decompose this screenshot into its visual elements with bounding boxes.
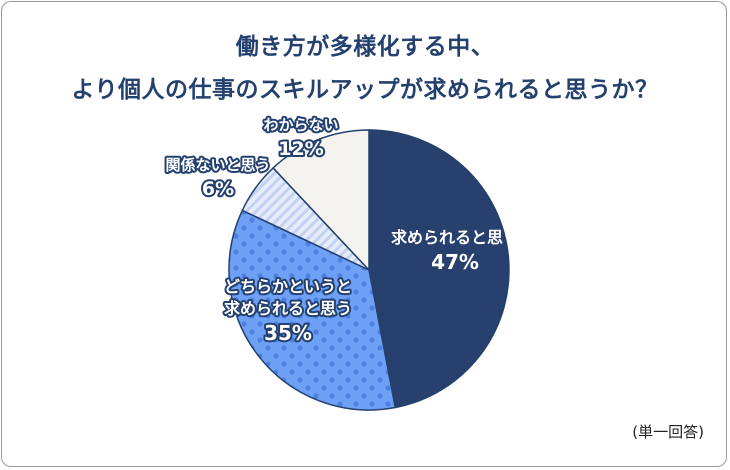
slice-wakaranai-value-label: 12% <box>278 138 323 160</box>
chart-title-line2: より個人の仕事のスキルアップが求められると思うか？ <box>71 77 659 103</box>
slice-dochiraka-label: どちらかというと <box>224 277 352 296</box>
slice-dochiraka <box>228 209 397 411</box>
slice-kankeinai-label: 関係ないと思う <box>165 156 270 174</box>
slice-motomerareru-label: 求められると思う <box>391 228 519 247</box>
slice-motomerareru <box>368 129 510 409</box>
slice-wakaranai <box>272 129 370 272</box>
slice-dochiraka-value-label: 35% <box>264 321 312 345</box>
pie-slices <box>228 129 510 411</box>
chart-title-line1: 働き方が多様化する中、 <box>235 34 495 60</box>
slice-kankeinai-value-label: 6% <box>202 178 234 200</box>
pie-labels: 求められると思う47%どちらかというと求められると思う35%関係ないと思う6%わ… <box>163 114 519 347</box>
slice-motomerareru-value-label: 47% <box>431 250 479 274</box>
slice-wakaranai-label: わからない <box>263 116 338 134</box>
slice-dochiraka-label: 求められると思う <box>224 299 352 318</box>
answer-type-note: (単一回答) <box>632 423 704 441</box>
